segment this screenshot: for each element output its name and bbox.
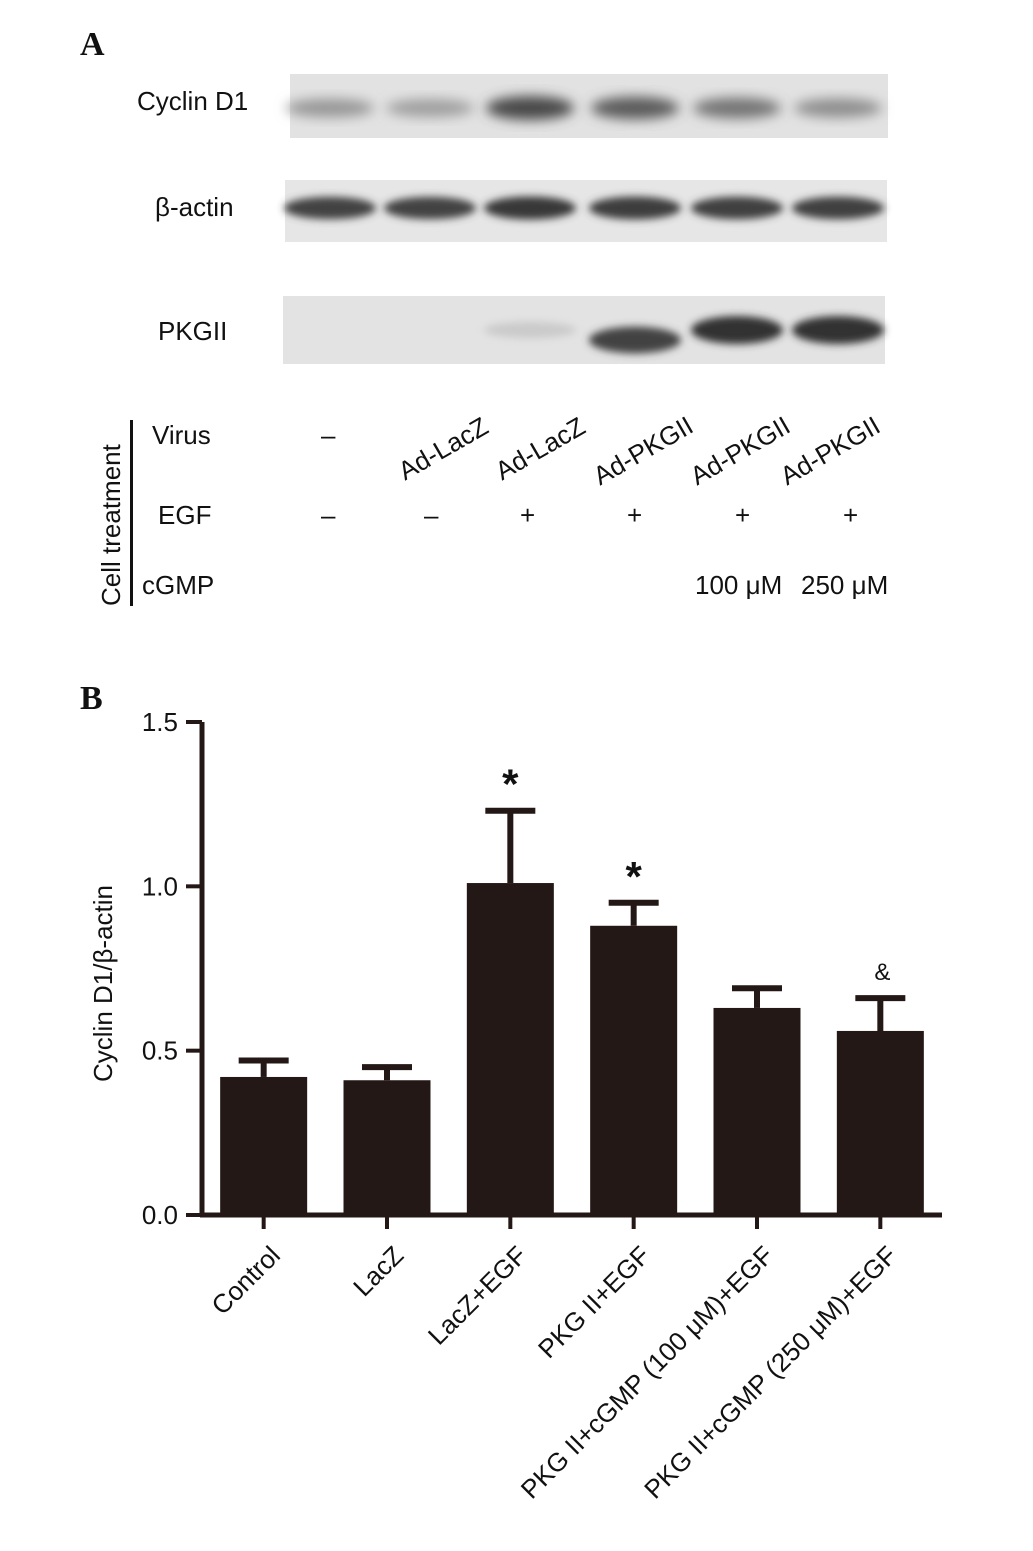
blot-band <box>693 97 781 119</box>
bar-2 <box>343 1080 431 1215</box>
cgmp-lane-6: 250 μM <box>801 570 889 600</box>
bar-5 <box>713 1007 801 1215</box>
x-tick-label-4: PKG II+EGF <box>532 1240 656 1364</box>
blot-strip-pkgii <box>283 296 885 364</box>
bar-3 <box>466 883 554 1215</box>
bar-1 <box>220 1076 308 1215</box>
row-label-cgmp: cGMP <box>142 570 215 600</box>
blot-band <box>691 196 783 220</box>
blot-band <box>792 316 884 344</box>
significance-marker-3: * <box>502 761 519 808</box>
bar-4 <box>590 925 678 1215</box>
egf-lane-2: – <box>424 500 439 530</box>
bar-6 <box>836 1030 924 1215</box>
blot-band <box>589 196 681 220</box>
y-tick-label-1: 0.0 <box>142 1200 178 1230</box>
x-tick-label-1: Control <box>205 1240 285 1320</box>
blot-band <box>486 96 574 120</box>
virus-lane-1: – <box>321 420 336 450</box>
treatment-divider <box>130 420 133 606</box>
blot-label-beta-actin: β-actin <box>155 192 234 222</box>
virus-lane-6: Ad-PKGII <box>775 410 886 491</box>
western-blot-image <box>283 74 888 364</box>
blot-label-pkgii: PKGII <box>158 316 228 346</box>
blot-band <box>591 96 679 120</box>
virus-lane-3: Ad-LacZ <box>490 410 591 486</box>
y-tick-label-4: 1.5 <box>142 707 178 737</box>
row-label-virus: Virus <box>152 420 211 450</box>
x-tick-label-3: LacZ+EGF <box>422 1240 533 1351</box>
significance-marker-4: * <box>625 853 642 900</box>
egf-lane-1: – <box>321 500 336 530</box>
x-tick-label-2: LacZ <box>347 1240 409 1302</box>
blot-band <box>284 196 376 220</box>
blot-band <box>484 196 576 220</box>
panel-b-label: B <box>80 680 103 717</box>
bar-chart: 0.00.51.01.5 **& Control LacZ LacZ+EGF PKG … <box>142 707 942 1504</box>
virus-lane-5: Ad-PKGII <box>685 410 796 491</box>
panel-a-label: A <box>80 26 105 63</box>
egf-lane-6: + <box>843 500 859 530</box>
blot-band <box>589 326 681 354</box>
cgmp-lane-5: 100 μM <box>695 570 783 600</box>
blot-band <box>386 99 474 117</box>
y-tick-label-3: 1.0 <box>142 871 178 901</box>
blot-band <box>792 196 884 220</box>
blot-band <box>286 98 374 118</box>
virus-lane-4: Ad-PKGII <box>588 410 699 491</box>
y-tick-label-2: 0.5 <box>142 1036 178 1066</box>
blot-band <box>384 196 476 220</box>
blot-band <box>484 321 576 339</box>
x-tick-label-5: PKG II+cGMP (100 μM)+EGF <box>515 1240 779 1504</box>
blot-band <box>794 98 882 118</box>
blot-strip-beta-actin <box>285 180 887 242</box>
row-label-egf: EGF <box>158 500 212 530</box>
blot-band <box>691 316 783 344</box>
x-tick-label-6: PKG II+cGMP (250 μM)+EGF <box>638 1240 902 1504</box>
cell-treatment-title: Cell treatment <box>96 444 126 606</box>
egf-lane-3: + <box>520 500 536 530</box>
egf-lane-4: + <box>627 500 643 530</box>
virus-lane-2: Ad-LacZ <box>393 410 494 486</box>
egf-lane-5: + <box>735 500 751 530</box>
significance-marker-6: & <box>874 959 890 986</box>
blot-label-cyclin-d1: Cyclin D1 <box>137 86 249 116</box>
